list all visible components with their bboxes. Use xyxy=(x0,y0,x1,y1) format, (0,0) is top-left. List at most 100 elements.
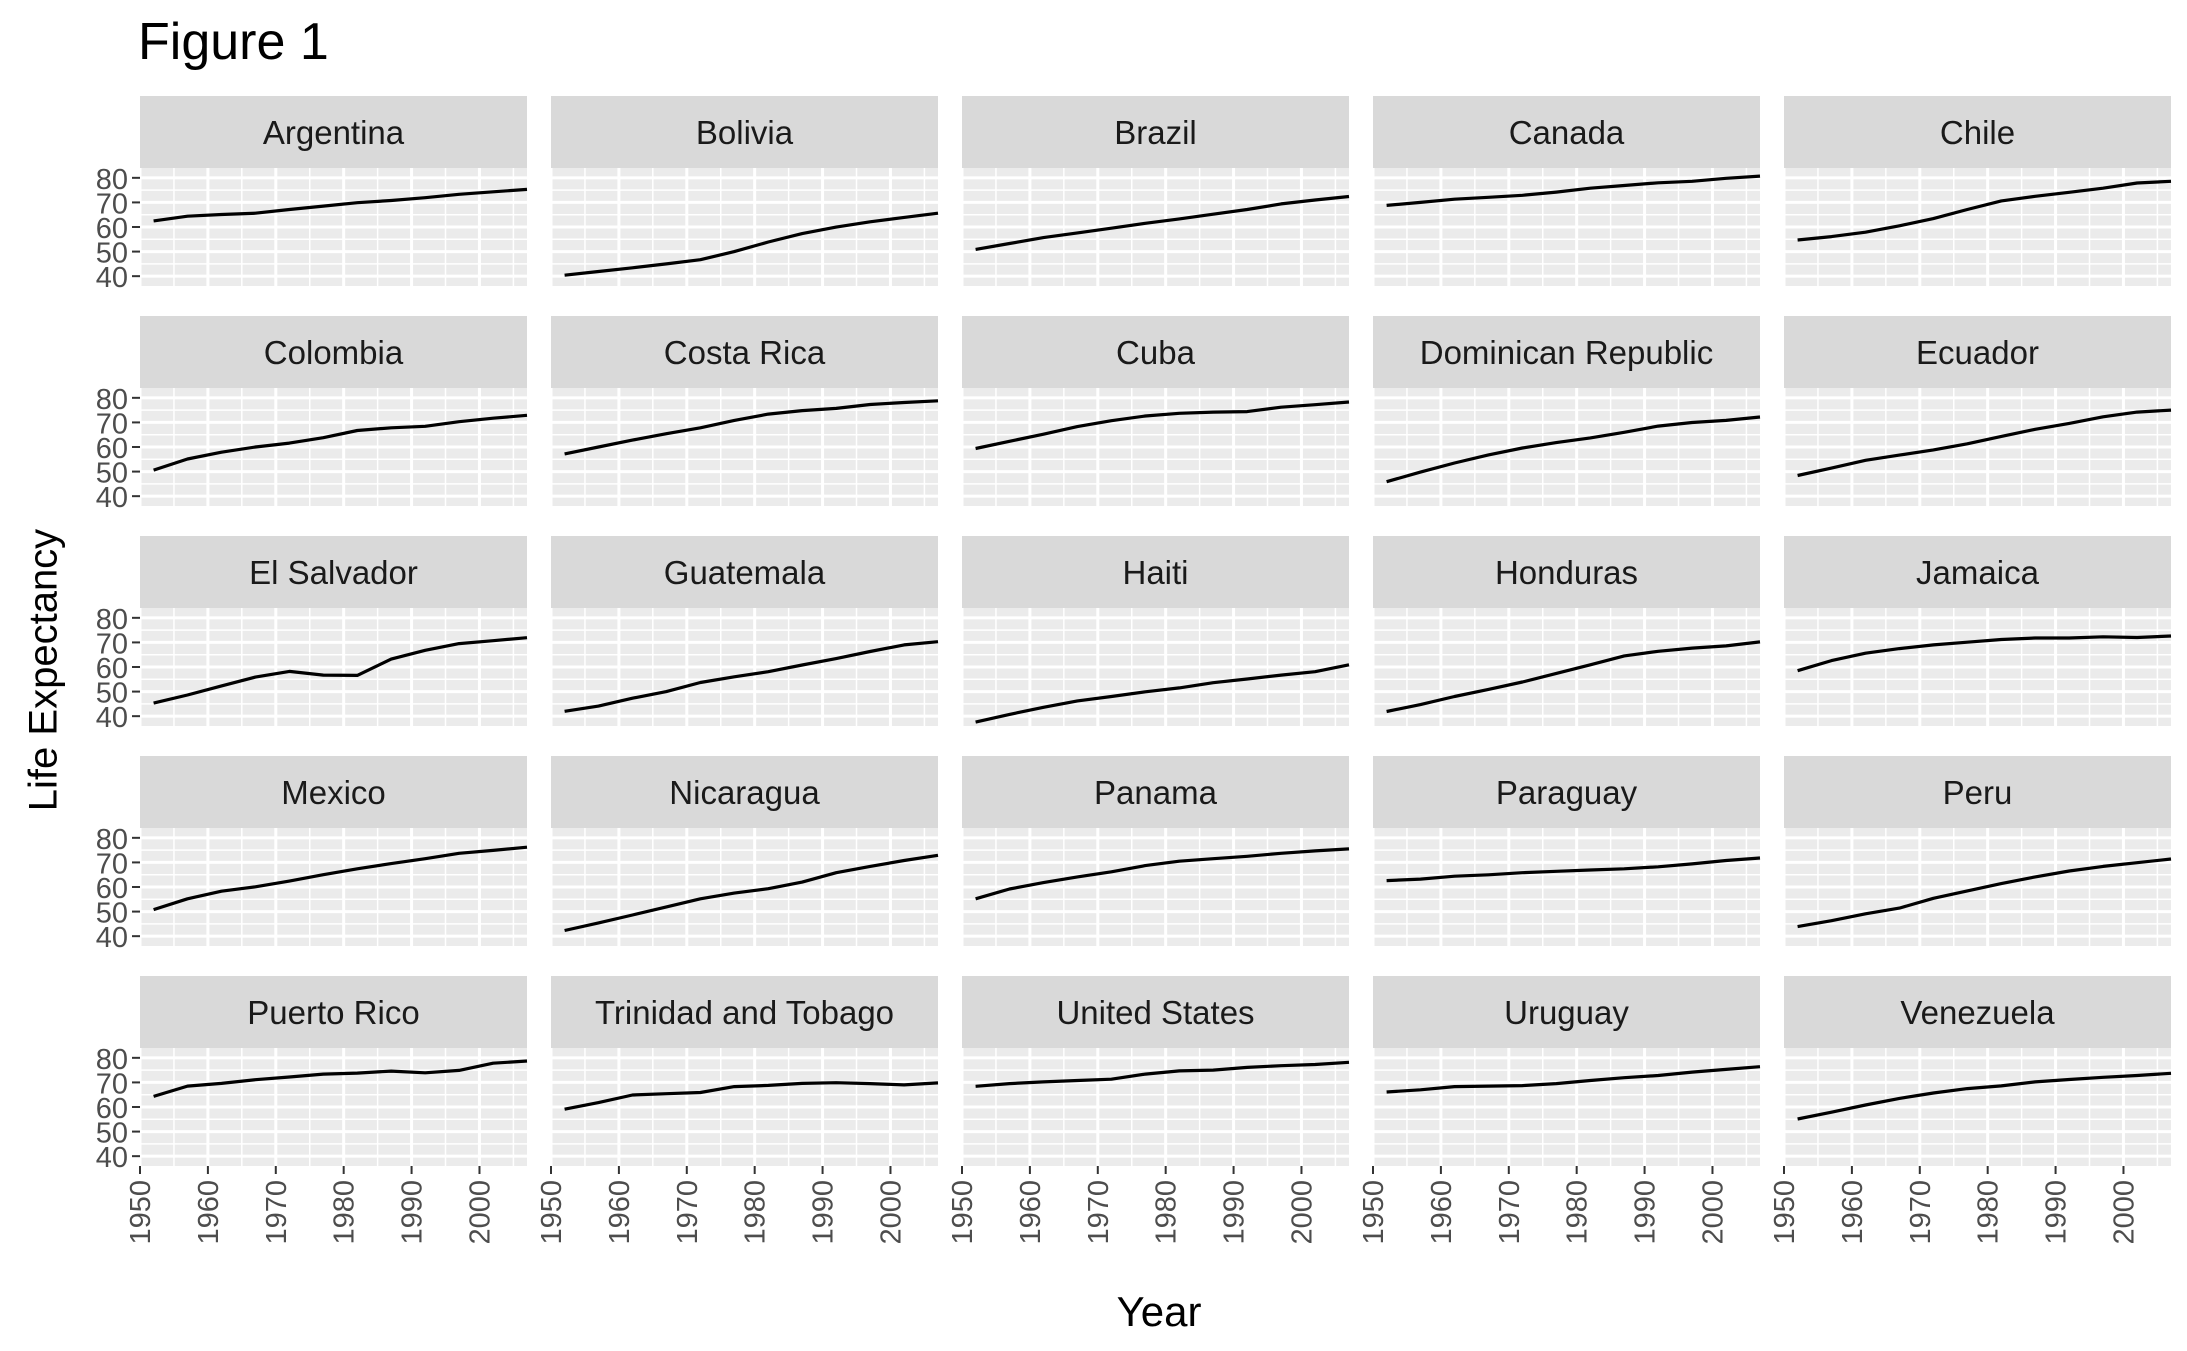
facet-strip xyxy=(140,756,527,828)
series-line xyxy=(1386,174,1761,207)
x-tick-label: 1960 xyxy=(1426,1180,1458,1245)
facet-strip xyxy=(962,756,1349,828)
x-tick-label: 1950 xyxy=(947,1180,979,1245)
y-tick-label: 60 xyxy=(96,1093,128,1125)
x-tick-label: 1980 xyxy=(740,1180,772,1245)
series-line xyxy=(1797,408,2172,478)
figure-title: Figure 1 xyxy=(138,13,329,71)
y-tick-label: 70 xyxy=(96,408,128,440)
y-axis-label: Life Expectancy xyxy=(21,528,66,812)
series-line xyxy=(153,1059,528,1098)
x-tick-label: 2000 xyxy=(875,1180,907,1245)
series-line xyxy=(1797,1071,2172,1121)
facet-strip-label: Peru xyxy=(1943,774,2013,811)
series-line xyxy=(564,211,939,277)
series-line xyxy=(153,187,528,223)
facet-strip xyxy=(962,316,1349,388)
x-tick-label: 2000 xyxy=(2108,1180,2140,1245)
x-tick-label: 1970 xyxy=(261,1180,293,1245)
y-tick-label: 50 xyxy=(96,678,128,710)
series-line xyxy=(564,640,939,713)
facet-strip xyxy=(1373,756,1760,828)
y-tick-label: 40 xyxy=(96,922,128,954)
series-line xyxy=(975,1060,1350,1088)
facet-strip xyxy=(551,316,938,388)
y-tick-label: 40 xyxy=(96,1142,128,1174)
facet-strip-label: Haiti xyxy=(1122,554,1188,591)
facet-strip-label: Honduras xyxy=(1495,554,1638,591)
facet-strip xyxy=(1373,96,1760,168)
facet-strip xyxy=(140,536,527,608)
series-line xyxy=(1386,640,1761,714)
x-tick-label: 1970 xyxy=(1494,1180,1526,1245)
series-line xyxy=(153,845,528,912)
facet-strip-label: Ecuador xyxy=(1916,334,2039,371)
y-tick-label: 70 xyxy=(96,188,128,220)
facet-strip-label: Uruguay xyxy=(1504,994,1629,1031)
x-tick-label: 1950 xyxy=(1769,1180,1801,1245)
facet-strip xyxy=(551,976,938,1048)
facet-strip xyxy=(1784,316,2171,388)
x-axis-label: Year xyxy=(1116,1288,1202,1335)
facet-strip-label: Trinidad and Tobago xyxy=(595,994,894,1031)
facet-strip-label: Colombia xyxy=(264,334,404,371)
series-line xyxy=(564,853,939,933)
y-tick-label: 80 xyxy=(96,384,128,416)
series-line xyxy=(975,194,1350,251)
facet-strip-label: Guatemala xyxy=(664,554,826,591)
facet-strip-label: Jamaica xyxy=(1916,554,2040,591)
facet-strip-label: Venezuela xyxy=(1900,994,2055,1031)
facet-strip xyxy=(1784,96,2171,168)
x-tick-label: 1990 xyxy=(1630,1180,1662,1245)
x-tick-label: 1950 xyxy=(536,1180,568,1245)
facet-strip-label: Brazil xyxy=(1114,114,1197,151)
series-line xyxy=(975,663,1350,724)
x-tick-label: 1960 xyxy=(193,1180,225,1245)
y-tick-label: 40 xyxy=(96,262,128,294)
series-line xyxy=(1797,179,2172,242)
facet-strip-label: El Salvador xyxy=(249,554,418,591)
x-tick-label: 2000 xyxy=(464,1180,496,1245)
facet-strip-label: Costa Rica xyxy=(664,334,826,371)
y-tick-label: 50 xyxy=(96,898,128,930)
facet-strip-label: Mexico xyxy=(281,774,386,811)
x-tick-label: 2000 xyxy=(1286,1180,1318,1245)
facet-strip-label: Panama xyxy=(1094,774,1218,811)
facet-strip-label: Cuba xyxy=(1116,334,1196,371)
y-tick-label: 80 xyxy=(96,1044,128,1076)
x-tick-label: 1970 xyxy=(672,1180,704,1245)
y-tick-label: 40 xyxy=(96,702,128,734)
y-tick-label: 70 xyxy=(96,848,128,880)
facet-strip xyxy=(1784,756,2171,828)
facet-strip xyxy=(962,976,1349,1048)
y-tick-label: 70 xyxy=(96,628,128,660)
facet-strip xyxy=(1784,536,2171,608)
x-tick-label: 1980 xyxy=(1151,1180,1183,1245)
x-tick-label: 1990 xyxy=(397,1180,429,1245)
y-tick-label: 80 xyxy=(96,824,128,856)
x-tick-label: 1990 xyxy=(2041,1180,2073,1245)
facet-strip-label: Chile xyxy=(1940,114,2015,151)
series-line xyxy=(975,400,1350,451)
facet-strip-label: Canada xyxy=(1509,114,1625,151)
x-tick-label: 1960 xyxy=(1837,1180,1869,1245)
x-tick-label: 1970 xyxy=(1083,1180,1115,1245)
facet-strip-label: Bolivia xyxy=(696,114,794,151)
series-line xyxy=(564,399,939,456)
series-line xyxy=(564,1081,939,1111)
facet-strip xyxy=(551,96,938,168)
series-line xyxy=(1386,415,1761,484)
facet-strip xyxy=(551,536,938,608)
y-tick-label: 60 xyxy=(96,433,128,465)
x-tick-label: 1950 xyxy=(125,1180,157,1245)
x-tick-label: 1980 xyxy=(1973,1180,2005,1245)
y-tick-label: 50 xyxy=(96,1118,128,1150)
facet-strip-label: Argentina xyxy=(263,114,405,151)
y-tick-label: 70 xyxy=(96,1068,128,1100)
facet-strip xyxy=(962,536,1349,608)
y-tick-label: 80 xyxy=(96,604,128,636)
x-tick-label: 1990 xyxy=(808,1180,840,1245)
y-tick-label: 60 xyxy=(96,873,128,905)
